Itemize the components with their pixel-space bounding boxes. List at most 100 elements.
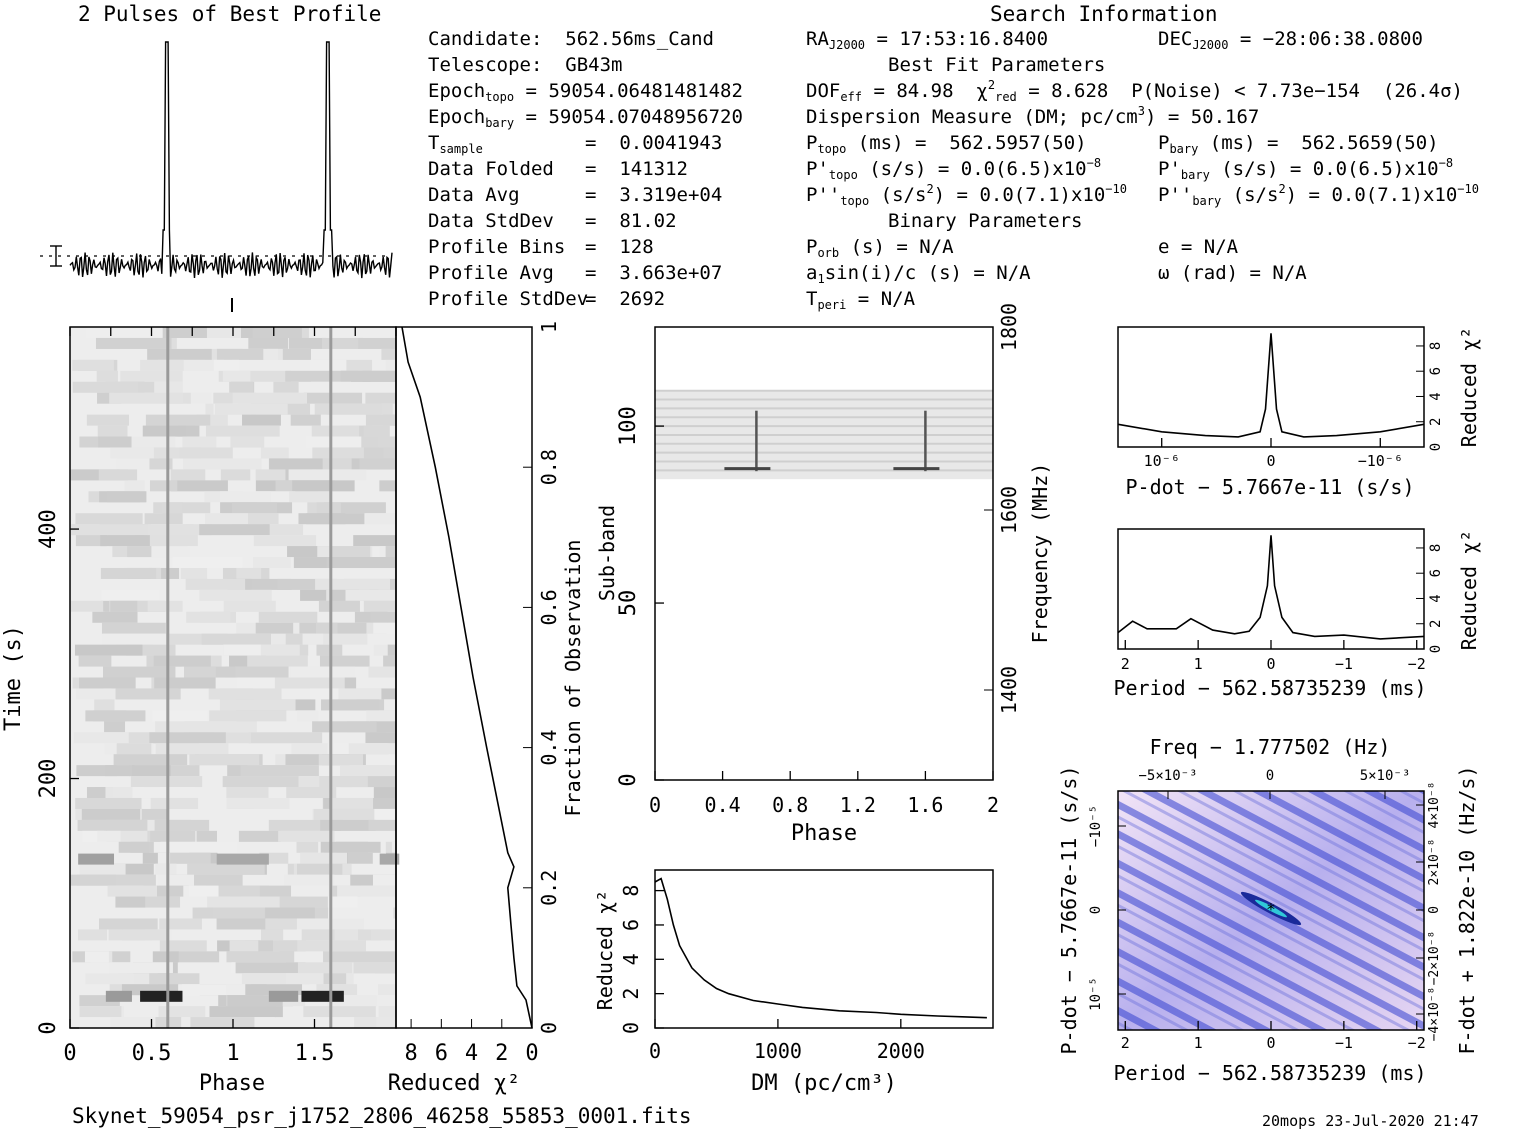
heatmap-cell xyxy=(373,644,396,656)
heatmap-cell xyxy=(181,984,246,996)
chi2-time-frame xyxy=(395,326,533,1029)
heatmap-cell xyxy=(79,1006,122,1018)
subband-phase-label: 1.6 xyxy=(907,793,943,817)
heatmap-cell xyxy=(285,370,358,382)
subband-phase-label: 2 xyxy=(987,793,999,817)
pdot-period-map: * 2 1 0 −1 −2 −5×10⁻³ 0 5×10⁻³ −10⁻⁵ 0 10⁻⁵ 4×10⁻⁸ 2×… xyxy=(1057,735,1479,1085)
dec-row: DECJ2000 = −28:06:38.0800 xyxy=(1158,28,1423,52)
heatmap-cell xyxy=(319,776,368,788)
heatmap-cell xyxy=(151,546,191,558)
map-period-label: 1 xyxy=(1194,1034,1203,1052)
heatmap-cell xyxy=(81,808,141,820)
heatmap-cell xyxy=(248,337,289,349)
heatmap-cell xyxy=(102,633,170,645)
heatmap-cell xyxy=(365,732,396,744)
ra-row: RAJ2000 = 17:53:16.8400 xyxy=(806,28,1049,52)
heatmap-cell xyxy=(116,458,159,470)
heatmap-cell xyxy=(113,754,188,766)
heatmap-cell xyxy=(363,600,396,612)
heatmap-cell xyxy=(179,447,233,459)
heatmap-cell xyxy=(366,710,396,722)
heatmap-cell xyxy=(186,611,231,623)
heatmap-cell xyxy=(219,491,271,503)
heatmap-cell xyxy=(295,633,324,645)
heatmap-cell xyxy=(143,535,198,547)
heatmap-cell xyxy=(365,392,396,404)
heatmap-cell xyxy=(392,403,396,415)
heatmap-cell xyxy=(242,414,281,426)
heatmap-cell xyxy=(76,874,156,886)
profile-avg-row: Profile Avg xyxy=(428,262,554,284)
heatmap-cell xyxy=(300,852,348,864)
heatmap-cell xyxy=(340,776,396,788)
heatmap-cell xyxy=(288,469,367,481)
heatmap-cell xyxy=(253,557,291,569)
heatmap-cell xyxy=(180,567,208,579)
heatmap-cell xyxy=(120,370,183,382)
heatmap-cell xyxy=(238,830,281,842)
chi2-time-tick-label: 2 xyxy=(495,1041,508,1066)
map-period-label: 0 xyxy=(1266,1034,1275,1052)
heatmap-cell xyxy=(205,513,249,525)
subband-axis-label: 50 xyxy=(616,590,641,617)
heatmap-cell xyxy=(205,425,280,437)
heatmap-cell xyxy=(338,688,382,700)
heatmap-cell xyxy=(103,666,176,678)
data-stddev-row: Data StdDev xyxy=(428,210,554,232)
heatmap-cell xyxy=(320,841,381,853)
heatmap-cell xyxy=(150,797,199,809)
dm-chi2-label: 2 xyxy=(619,988,643,1000)
map-freq-tick-label: 5×10⁻³ xyxy=(1360,768,1411,784)
pdot-axis-label: 10⁻⁶ xyxy=(1144,452,1180,470)
heatmap-cell xyxy=(209,1006,283,1018)
heatmap-cell xyxy=(226,787,269,799)
heatmap-cell xyxy=(245,984,303,996)
heatmap-cell xyxy=(196,414,228,426)
period-axis-title: Period − 562.58735239 (ms) xyxy=(1113,676,1426,700)
heatmap-cell xyxy=(222,370,251,382)
profile-bins-value: = 128 xyxy=(585,236,654,258)
heatmap-cell xyxy=(144,513,183,525)
heatmap-cell xyxy=(110,600,138,612)
heatmap-cell xyxy=(209,710,287,722)
heatmap-cell xyxy=(184,666,216,678)
period-chi2-tick-label: 0 xyxy=(1428,645,1444,653)
pulse-profile-plot xyxy=(40,41,393,312)
heatmap-cell xyxy=(170,852,211,864)
heatmap-cell xyxy=(363,425,390,437)
data-folded-row: Data Folded xyxy=(428,158,554,180)
heatmap-cell xyxy=(212,885,260,897)
heatmap-cell xyxy=(253,535,317,547)
heatmap-cell xyxy=(370,929,396,941)
heatmap-cell xyxy=(191,874,243,886)
subband-phase-label: 0 xyxy=(649,793,661,817)
period-frame xyxy=(1117,528,1425,650)
map-best-marker: * xyxy=(1266,900,1276,919)
search-title: Search Information xyxy=(990,2,1218,26)
heatmap-band xyxy=(216,853,269,865)
heatmap-cell xyxy=(226,797,290,809)
heatmap-cell xyxy=(310,359,347,371)
heatmap-cell xyxy=(94,699,115,711)
t-sample-row: Tsample xyxy=(428,132,483,156)
heatmap-cell xyxy=(292,480,355,492)
heatmap-cell xyxy=(92,611,138,623)
heatmap-cell xyxy=(75,535,107,547)
period-axis-label: −2 xyxy=(1408,655,1426,673)
data-folded-value: = 141312 xyxy=(585,158,688,180)
profile-stddev-row: Profile StdDev xyxy=(428,288,589,310)
dm-chi2-plot: 0 1000 2000 0 2 4 6 8 DM (pc/cm³) Reduced χ² xyxy=(593,869,994,1096)
heatmap-cell xyxy=(387,644,396,656)
heatmap-cell xyxy=(312,447,364,459)
heatmap-cell xyxy=(109,392,184,404)
heatmap-cell xyxy=(187,392,212,404)
pdd-bary-row: P''bary (s/s2) = 0.0(7.1)x10−10 xyxy=(1158,182,1479,208)
heatmap-cell xyxy=(255,469,289,481)
map-fdot-tick-label: −2×10⁻⁸ xyxy=(1427,931,1442,986)
heatmap-cell xyxy=(185,578,246,590)
pdot-axis-label: 0 xyxy=(1266,452,1275,470)
heatmap-band xyxy=(379,853,400,865)
heatmap-cell xyxy=(223,644,261,656)
heatmap-cell xyxy=(75,513,143,525)
